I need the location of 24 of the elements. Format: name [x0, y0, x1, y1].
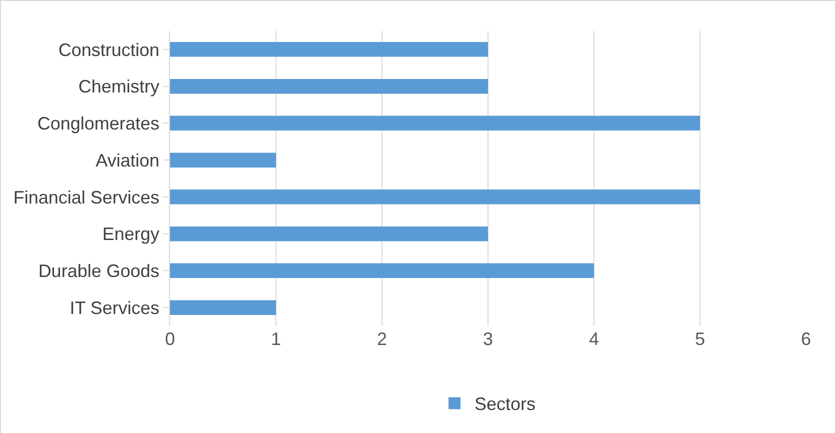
x-tick-label: 0 — [164, 329, 176, 349]
y-tick-label: Energy — [102, 224, 160, 244]
x-tick-label: 4 — [588, 329, 600, 349]
y-tick-label: Conglomerates — [37, 113, 160, 134]
bar — [170, 42, 488, 57]
y-tick-label: Financial Services — [13, 187, 160, 208]
y-tick-label: Durable Goods — [38, 260, 160, 281]
bar — [170, 263, 594, 278]
bar — [170, 226, 488, 242]
y-tick-label: Aviation — [96, 150, 160, 170]
x-tick-label: 1 — [270, 329, 282, 349]
bar — [170, 116, 700, 131]
bar — [170, 190, 700, 204]
x-tick-label: 2 — [376, 329, 388, 349]
y-tick-label: Chemistry — [78, 76, 160, 97]
y-tick-label: Construction — [58, 40, 160, 60]
bar — [170, 152, 276, 168]
x-tick-label: 5 — [694, 329, 706, 349]
legend-label: Sectors — [474, 394, 536, 414]
x-tick-label: 6 — [800, 329, 812, 349]
y-tick-label: IT Services — [70, 298, 160, 318]
bar — [170, 300, 276, 315]
bar — [170, 78, 488, 94]
x-tick-label: 3 — [482, 329, 494, 349]
